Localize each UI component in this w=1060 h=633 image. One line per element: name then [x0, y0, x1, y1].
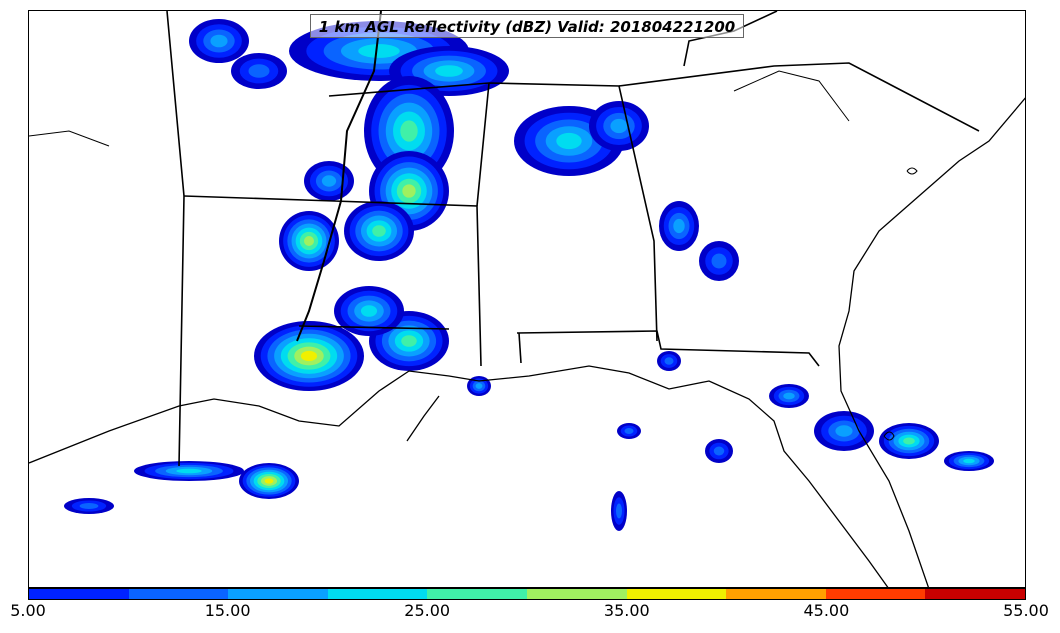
colorbar-tick-label: 45.00	[803, 601, 850, 620]
colorbar-tick-label: 35.00	[603, 601, 650, 620]
radar-echoes	[64, 19, 994, 531]
reflectivity-map	[28, 10, 1026, 588]
echo-cell	[372, 225, 386, 237]
echo-cell	[401, 335, 417, 347]
colorbar-segment	[825, 589, 926, 599]
colorbar-segment	[128, 589, 229, 599]
colorbar-tick-label: 25.00	[404, 601, 451, 620]
colorbar-segment	[726, 589, 826, 599]
echo-cell	[304, 236, 314, 246]
echo-cell	[475, 383, 483, 389]
echo-cell	[360, 305, 378, 317]
echo-cell	[903, 437, 915, 445]
echo-cell	[210, 34, 228, 48]
echo-cell	[321, 175, 337, 187]
map-title: 1 km AGL Reflectivity (dBZ) Valid: 20180…	[310, 14, 744, 38]
echo-cell	[400, 120, 418, 142]
echo-cell	[610, 118, 628, 134]
echo-cell	[711, 253, 727, 269]
colorbar-tick-label: 15.00	[204, 601, 251, 620]
echo-cell	[713, 446, 725, 456]
echo-cell	[664, 357, 674, 365]
echo-cell	[79, 503, 99, 509]
colorbar-segment	[925, 589, 1025, 599]
echo-cell	[300, 350, 318, 362]
echo-cell	[616, 503, 622, 519]
echo-cell	[783, 392, 795, 400]
echo-cell	[835, 425, 853, 437]
colorbar-segment	[427, 589, 527, 599]
echo-cell	[624, 428, 634, 434]
echo-cell	[963, 458, 975, 464]
map-borders	[29, 11, 1025, 587]
echo-cell	[435, 65, 463, 77]
echo-cell	[673, 218, 685, 234]
echo-cell	[556, 132, 582, 150]
echo-cell	[358, 44, 400, 58]
map-canvas	[29, 11, 1025, 587]
echo-cell	[176, 468, 202, 474]
colorbar-segment	[526, 589, 627, 599]
colorbar-tick-label: 55.00	[1003, 601, 1049, 620]
colorbar-segment	[29, 589, 129, 599]
echo-cell	[264, 478, 274, 484]
echo-cell	[248, 64, 270, 78]
colorbar	[28, 588, 1026, 600]
colorbar-segment	[626, 589, 727, 599]
colorbar-tick-label: 5.00	[10, 601, 46, 620]
colorbar-segment	[327, 589, 428, 599]
echo-cell	[402, 184, 416, 198]
colorbar-segment	[228, 589, 328, 599]
